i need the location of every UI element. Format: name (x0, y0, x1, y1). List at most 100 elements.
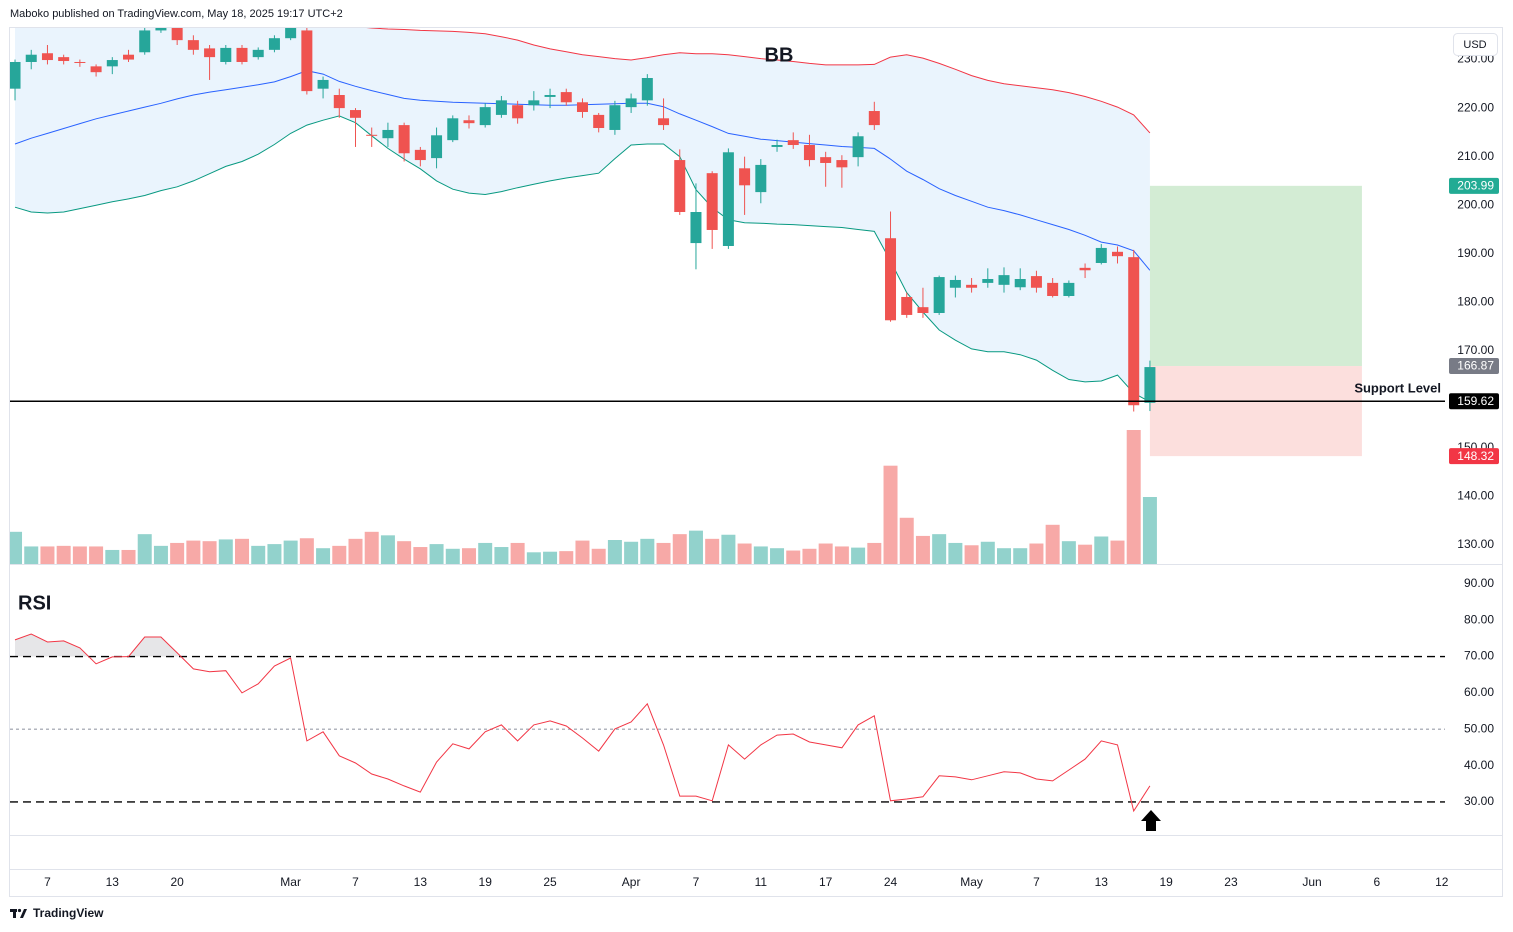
volume-bar (332, 545, 347, 564)
x-tick-label: 23 (1224, 875, 1238, 889)
volume-bar (1029, 543, 1044, 564)
volume-bar (543, 551, 558, 564)
candle-body (901, 296, 913, 315)
candle-body (1079, 267, 1091, 271)
candle-body (58, 57, 70, 62)
x-tick-label: 13 (106, 875, 120, 889)
volume-bar (510, 542, 525, 564)
x-tick-label: Apr (622, 875, 641, 889)
band-line (14, 115, 1151, 403)
volume-bar (235, 538, 250, 564)
candle-body (933, 277, 945, 313)
y-tick-label: 180.00 (1457, 294, 1494, 308)
rsi-pane: RSI (10, 592, 1445, 813)
volume-bar (24, 546, 39, 564)
volume-bar (40, 546, 55, 564)
profit-zone (1149, 185, 1362, 367)
candle-body (220, 47, 232, 62)
volume-bar (899, 517, 914, 564)
volume-bar (883, 465, 898, 564)
candle-body (852, 136, 864, 158)
volume-bar (591, 548, 606, 564)
volume-bar (218, 539, 233, 564)
x-tick-label: Jun (1302, 875, 1321, 889)
overbought-fill (15, 634, 181, 657)
volume-bar (202, 541, 217, 564)
logo-part (17, 908, 22, 913)
x-tick-label: 13 (414, 875, 428, 889)
volume-bar (121, 549, 136, 564)
volume-bar (10, 531, 23, 564)
price-tag-label: 159.62 (1457, 394, 1494, 408)
candle-body (1063, 282, 1075, 296)
x-tick-label: 20 (170, 875, 184, 889)
candle-body (90, 66, 102, 73)
x-tick-label: Mar (280, 875, 301, 889)
candle-body (74, 61, 86, 63)
candle-body (41, 53, 53, 61)
y-tick-label: 210.00 (1457, 149, 1494, 163)
candle-body (10, 61, 21, 89)
annotation: BB (765, 44, 794, 66)
y-tick-label: 200.00 (1457, 197, 1494, 211)
candle-body (495, 100, 507, 115)
candle-body (966, 284, 978, 288)
volume-bar (1110, 540, 1125, 564)
x-tick-label: 11 (755, 875, 768, 889)
volume-bar (964, 545, 979, 564)
volume-bar (89, 546, 104, 564)
x-tick-label: 19 (479, 875, 493, 889)
loss-zone (1149, 366, 1362, 457)
volume-bar (656, 542, 671, 564)
candle-body (447, 118, 459, 141)
candle-body (382, 129, 394, 139)
footer-logo (10, 908, 27, 918)
candle-body (625, 98, 637, 108)
candle-body (123, 54, 135, 60)
volume-bar (770, 548, 785, 564)
volume-bar (672, 534, 687, 564)
candle-body (512, 105, 524, 119)
x-tick-label: 19 (1159, 875, 1173, 889)
price-tag-label: 166.87 (1457, 359, 1494, 373)
candle-body (333, 95, 345, 109)
candle-body (544, 95, 556, 97)
rsi-plot (10, 633, 1445, 813)
candle-body (868, 111, 880, 126)
volume-bar (461, 548, 476, 564)
volume-bar (380, 535, 395, 564)
pane-title: RSI (18, 592, 51, 614)
x-tick-label: 7 (693, 875, 700, 889)
candle-body (349, 110, 361, 118)
candle-body (560, 92, 572, 103)
y-tick-label: 90.00 (1464, 576, 1494, 590)
volume-bar (688, 530, 703, 564)
volume-bar (915, 535, 930, 564)
candle-body (658, 118, 670, 126)
band-line (366, 28, 1151, 134)
candle-body (609, 105, 621, 130)
currency-button[interactable] (1453, 33, 1498, 56)
y-tick-label: 220.00 (1457, 100, 1494, 114)
candle-body (593, 114, 605, 129)
candle-body (1095, 247, 1107, 263)
volume-bar (624, 541, 639, 564)
x-tick-label: 13 (1095, 875, 1109, 889)
volume-bar (316, 548, 331, 564)
candle-body (301, 30, 313, 92)
price-tag (1449, 393, 1499, 410)
support-label: Support Level (1354, 381, 1441, 396)
volume-bar (137, 534, 152, 564)
volume-bar (526, 552, 541, 564)
volume-bar (445, 548, 460, 564)
candle-body (755, 164, 767, 193)
candle-body (463, 120, 475, 124)
volume-bar (932, 534, 947, 564)
publish-note: Maboko published on TradingView.com, May… (10, 8, 343, 20)
volume-bar (737, 543, 752, 564)
volume-bar (1045, 524, 1060, 564)
candle-body (706, 173, 718, 230)
volume-bar (948, 542, 963, 564)
candle-body (252, 49, 264, 58)
